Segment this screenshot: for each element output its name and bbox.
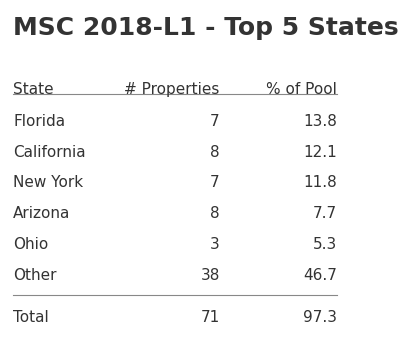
Text: Ohio: Ohio (13, 237, 48, 252)
Text: 13.8: 13.8 (303, 114, 337, 129)
Text: 7: 7 (210, 114, 220, 129)
Text: 38: 38 (200, 268, 220, 283)
Text: State: State (13, 82, 54, 97)
Text: California: California (13, 145, 86, 160)
Text: % of Pool: % of Pool (266, 82, 337, 97)
Text: Arizona: Arizona (13, 206, 71, 221)
Text: 3: 3 (210, 237, 220, 252)
Text: Other: Other (13, 268, 57, 283)
Text: 5.3: 5.3 (313, 237, 337, 252)
Text: 71: 71 (201, 310, 220, 325)
Text: 7.7: 7.7 (313, 206, 337, 221)
Text: MSC 2018-L1 - Top 5 States: MSC 2018-L1 - Top 5 States (13, 16, 399, 40)
Text: 11.8: 11.8 (303, 176, 337, 190)
Text: 97.3: 97.3 (303, 310, 337, 325)
Text: 8: 8 (210, 206, 220, 221)
Text: New York: New York (13, 176, 83, 190)
Text: # Properties: # Properties (124, 82, 220, 97)
Text: 12.1: 12.1 (303, 145, 337, 160)
Text: Florida: Florida (13, 114, 65, 129)
Text: 7: 7 (210, 176, 220, 190)
Text: Total: Total (13, 310, 49, 325)
Text: 8: 8 (210, 145, 220, 160)
Text: 46.7: 46.7 (303, 268, 337, 283)
